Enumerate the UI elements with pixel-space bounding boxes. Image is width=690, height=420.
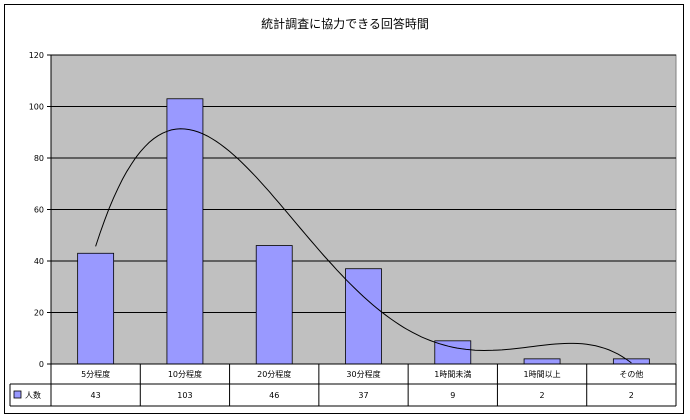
bars: [77, 98, 650, 365]
data-value-1: 43: [91, 391, 101, 400]
y-tick-label: 60: [34, 206, 44, 215]
category-label-5: 1時間未満: [434, 369, 471, 379]
chart-title: 統計調査に協力できる回答時間: [261, 16, 429, 31]
y-axis: 0 20 40 60 80 100 120: [29, 51, 52, 369]
bar-4: [345, 268, 382, 365]
y-tick-label: 40: [34, 257, 44, 266]
category-label-6: 1時間以上: [524, 370, 561, 379]
legend-swatch: [13, 390, 22, 399]
category-label-2: 10分程度: [168, 369, 202, 379]
category-label-1: 5分程度: [81, 369, 110, 379]
y-tick-label: 20: [34, 309, 44, 318]
gridlines: [51, 54, 676, 313]
legend-label: 人数: [25, 390, 41, 400]
bar-6: [523, 358, 561, 365]
data-value-7: 2: [629, 391, 634, 400]
category-label-7: その他: [619, 369, 643, 379]
category-label-4: 30分程度: [346, 369, 380, 379]
bar-3: [255, 245, 293, 365]
data-value-4: 37: [358, 391, 368, 400]
category-label-3: 20分程度: [257, 369, 291, 379]
bar-2: [166, 98, 204, 365]
bar-1: [77, 252, 115, 365]
bar-7: [612, 358, 650, 365]
data-value-2: 103: [177, 391, 192, 400]
y-tick-label: 120: [29, 51, 44, 60]
data-value-3: 46: [269, 391, 279, 400]
data-value-6: 2: [540, 391, 545, 400]
y-tick-label: 0: [39, 360, 44, 369]
data-value-5: 9: [450, 391, 455, 400]
trend-line: [95, 128, 632, 364]
y-tick-label: 100: [29, 103, 44, 112]
y-tick-label: 80: [34, 154, 44, 163]
